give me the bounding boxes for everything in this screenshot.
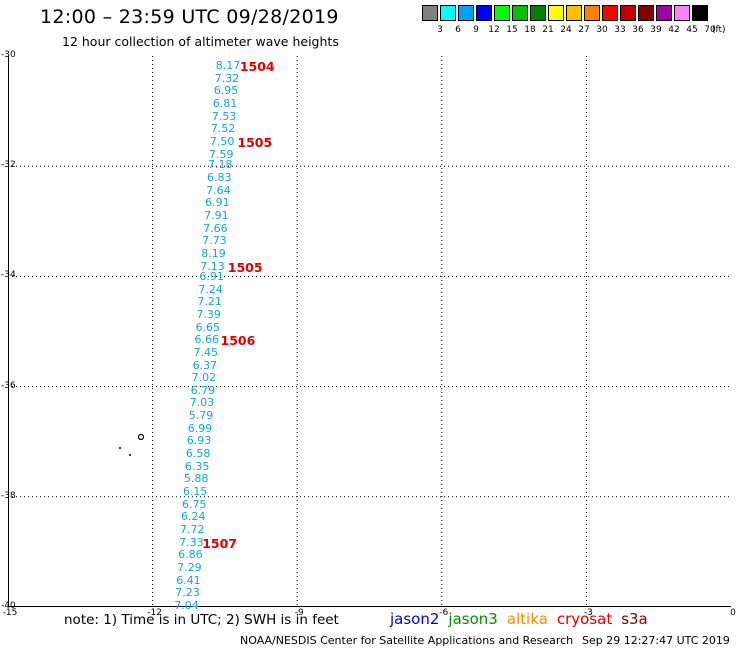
- map-title: 12:00 – 23:59 UTC 09/28/2019: [40, 6, 339, 28]
- satellite-jason3-label: jason3: [448, 610, 498, 628]
- color-swatch: [548, 5, 564, 21]
- color-swatch: [602, 5, 618, 21]
- color-swatch: [638, 5, 654, 21]
- satellite-jason2-label: jason2: [390, 610, 440, 628]
- longitude-label: -15: [2, 608, 18, 618]
- color-legend-label: 39: [650, 25, 662, 35]
- color-legend-label: 18: [524, 25, 536, 35]
- map-subtitle: 12 hour collection of altimeter wave hei…: [62, 34, 339, 49]
- color-swatch: [530, 5, 546, 21]
- color-legend-unit: (ft): [712, 25, 726, 35]
- credit-line: NOAA/NESDIS Center for Satellite Applica…: [240, 634, 574, 647]
- color-swatch: [494, 5, 510, 21]
- generation-timestamp: Sep 29 12:27:47 UTC 2019: [582, 634, 730, 647]
- color-legend-label: 21: [542, 25, 554, 35]
- color-swatch: [476, 5, 492, 21]
- wave-height-map: [8, 56, 731, 607]
- color-swatch: [674, 5, 690, 21]
- color-legend-label: 9: [473, 25, 479, 35]
- color-legend-label: 24: [560, 25, 572, 35]
- color-legend-label: 15: [506, 25, 518, 35]
- color-legend-label: 36: [632, 25, 644, 35]
- color-swatch: [620, 5, 636, 21]
- map-grid: [8, 56, 731, 607]
- satellite-altika-label: altika: [506, 610, 548, 628]
- color-legend-label: 30: [596, 25, 608, 35]
- satellite-legend: jason2 jason3 altika cryosat s3a: [390, 610, 657, 628]
- color-legend-label: 42: [668, 25, 680, 35]
- color-legend-label: 33: [614, 25, 626, 35]
- satellite-cryosat-label: cryosat: [556, 610, 613, 628]
- color-swatch: [584, 5, 600, 21]
- color-legend-label: 6: [455, 25, 461, 35]
- color-swatch: [692, 5, 708, 21]
- color-swatch: [566, 5, 582, 21]
- footer-note: note: 1) Time is in UTC; 2) SWH is in fe…: [64, 612, 339, 628]
- color-swatch: [512, 5, 528, 21]
- color-legend-label: 12: [488, 25, 500, 35]
- color-legend-label: 27: [578, 25, 590, 35]
- island-shape: [119, 433, 145, 456]
- color-swatch: [422, 5, 438, 21]
- color-swatch: [440, 5, 456, 21]
- longitude-label: 0: [730, 608, 736, 618]
- satellite-s3a-label: s3a: [621, 610, 648, 628]
- color-legend-label: 3: [437, 25, 443, 35]
- color-legend-label: 70: [704, 25, 716, 35]
- color-legend-label: 45: [686, 25, 698, 35]
- color-swatch: [458, 5, 474, 21]
- color-swatch: [656, 5, 672, 21]
